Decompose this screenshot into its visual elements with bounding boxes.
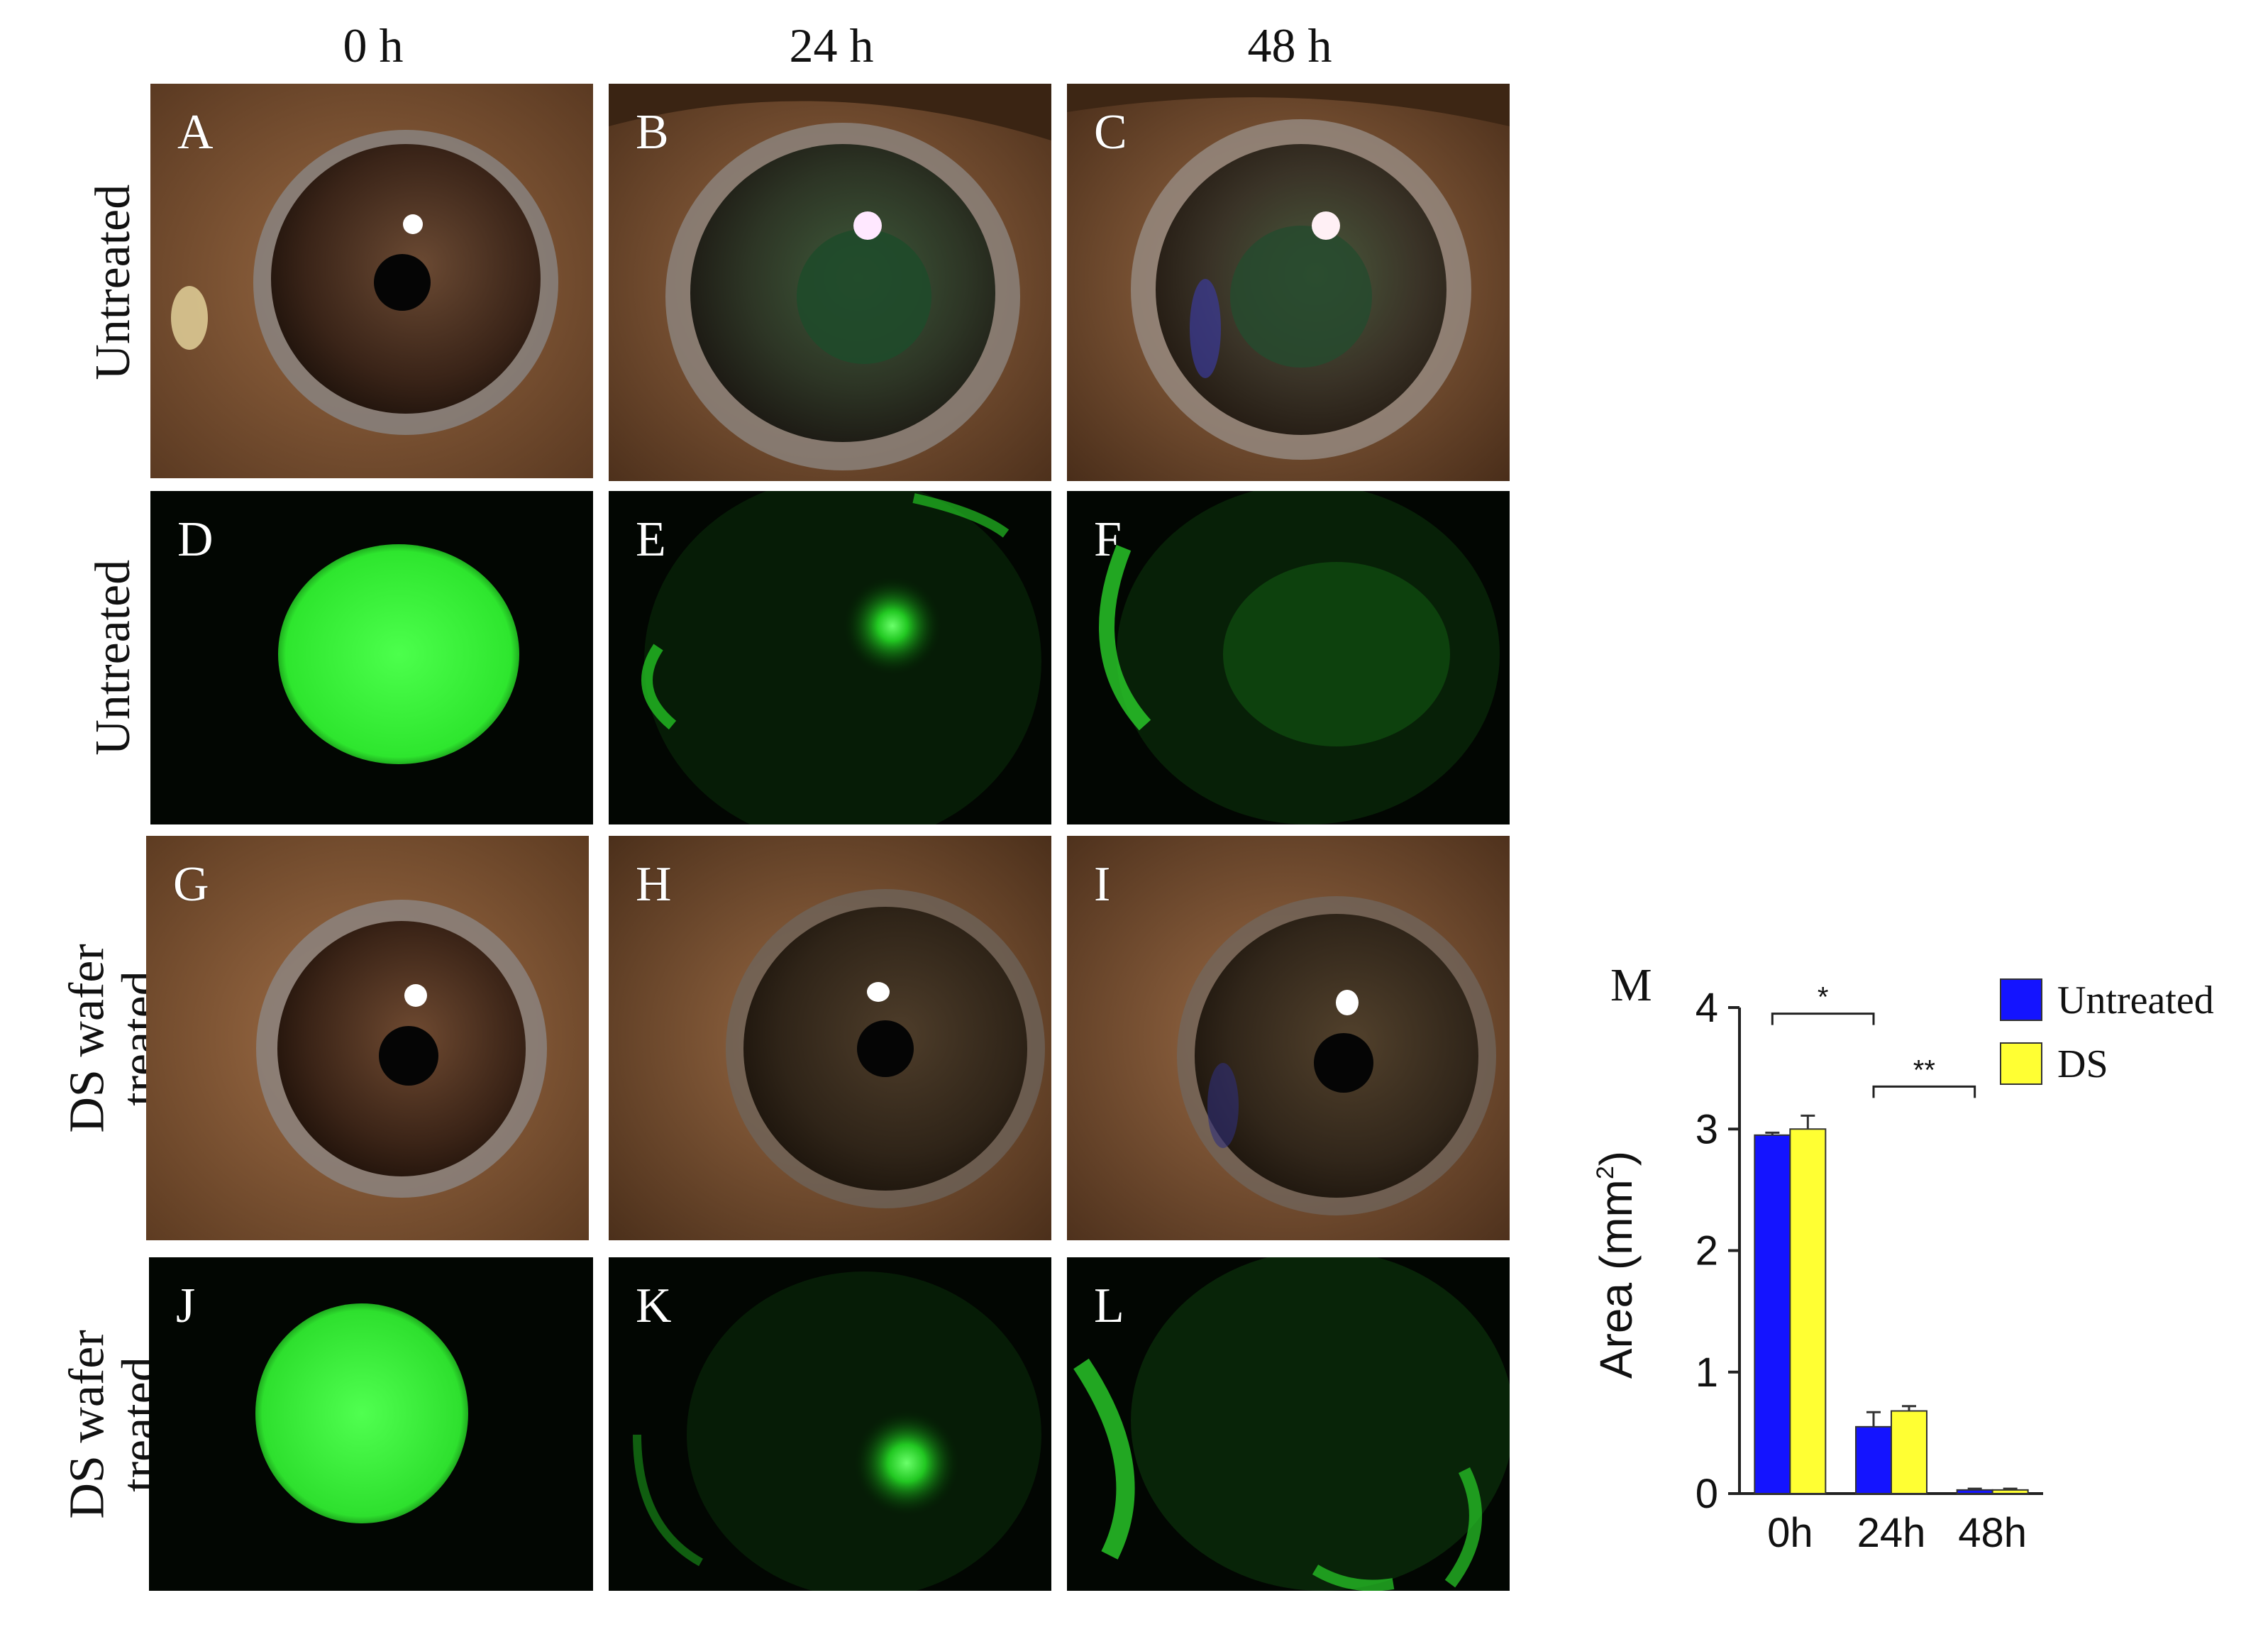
panel-k-fluorescence-24h: K [609,1257,1051,1591]
y-tick-label: 1 [1696,1350,1718,1396]
column-header-24h: 24 h [789,18,874,72]
panel-d-fluorescence-0h: D [150,491,593,824]
column-header-48h: 48 h [1247,18,1332,72]
bar-untreated-0h [1754,1134,1791,1494]
panel-e-fluorescence-24h: E [609,491,1051,824]
significance-marker: * [1818,982,1829,1013]
panel-letter: H [636,857,672,912]
panel-letter: K [636,1279,672,1333]
fluorescence-image [149,1257,593,1591]
legend-label-untreated: Untreated [2057,978,2214,1022]
eye-photo-image [146,836,589,1240]
panel-h-photo-24h: H [609,836,1051,1240]
eye-photo-image [150,84,593,478]
panel-letter: L [1094,1279,1124,1333]
bar-untreated-24h [1855,1425,1892,1494]
legend-swatch-ds [2000,1042,2042,1085]
eye-photo-image [1067,84,1510,481]
fluorescence-image [1067,1257,1510,1591]
panel-letter: B [636,105,669,160]
bar-ds-0h [1789,1128,1827,1494]
panel-letter: J [176,1279,196,1333]
panel-i-photo-48h: I [1067,836,1510,1240]
panel-letter: E [636,512,666,567]
panel-c-photo-48h: C [1067,84,1510,481]
panel-f-fluorescence-48h: F [1067,491,1510,824]
panel-l-fluorescence-48h: L [1067,1257,1510,1591]
eye-photo-image [1067,836,1510,1240]
significance-bracket [1872,1085,1976,1098]
x-tick-label: 24h [1857,1510,1926,1556]
panel-letter: F [1094,512,1122,567]
panel-letter: I [1094,857,1111,912]
panel-j-fluorescence-0h: J [149,1257,593,1591]
column-header-0h: 0 h [343,18,404,72]
y-tick-label: 4 [1696,985,1718,1031]
panel-letter: D [177,512,214,567]
panel-b-photo-24h: B [609,84,1051,481]
fluorescence-image [150,491,593,824]
bar-ds-48h [1991,1489,2029,1494]
fluorescence-image [1067,491,1510,824]
y-tick-label: 2 [1696,1228,1718,1274]
y-axis-label: Area (mm2) [1591,1151,1642,1379]
x-tick-label: 48h [1958,1510,2027,1556]
bar-ds-24h [1891,1410,1927,1494]
panel-g-photo-0h: G [146,836,589,1240]
significance-marker: ** [1913,1054,1935,1086]
panel-letter: G [173,857,209,912]
legend-label-ds: DS [2057,1042,2108,1086]
fluorescence-image [609,1257,1051,1591]
panel-a-photo-0h: A [150,84,593,478]
fluorescence-image [609,491,1051,824]
y-tick-label: 3 [1696,1106,1718,1152]
eye-photo-image [609,84,1051,481]
significance-bracket [1771,1013,1875,1025]
panel-letter: A [177,105,214,160]
eye-photo-image [609,836,1051,1240]
x-tick-label: 0h [1767,1510,1813,1556]
panel-letter: C [1094,105,1127,160]
y-tick-label: 0 [1696,1471,1718,1517]
chart-panel-letter: M [1610,959,1652,1011]
bar-untreated-48h [1956,1489,1993,1494]
legend-swatch-untreated [2000,978,2042,1021]
